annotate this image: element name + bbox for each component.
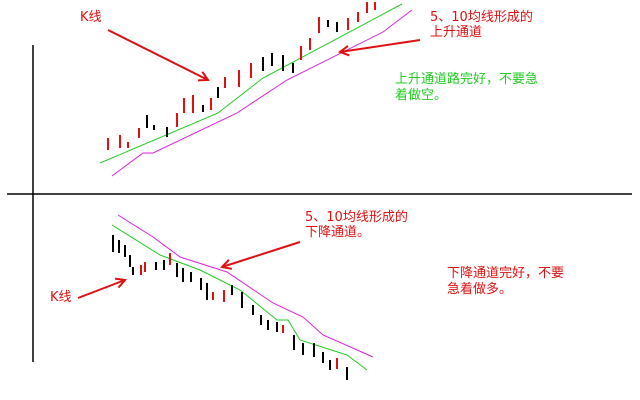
lower-k-line-arrow [77,279,126,299]
upper-k-line-label: K线 [80,10,102,25]
lower-channel-label-line2: 下降通道。 [305,225,371,240]
lower-advice-line2: 急着做多。 [447,282,513,297]
lower-advice-line1: 下降通道完好，不要 [447,266,565,281]
upper-channel-arrow-head [337,45,350,57]
lower-k-line-arrow-head [114,277,127,289]
lower-ma10-line [117,214,374,358]
upper-ma10-line [111,9,413,177]
upper-advice-line2: 着做空。 [395,88,448,103]
upper-k-line-arrow [107,29,209,81]
lower-k-line-label: K线 [50,290,72,305]
lower-channel-label-line1: 5、10均线形成的 [305,210,408,225]
upper-channel-arrow [339,39,421,53]
lower-channel-arrow-head [220,259,233,270]
upper-k-line-arrow-head [197,71,210,82]
upper-advice-line1: 上升通道路完好，不要急 [395,72,539,87]
lower-ma5-line [111,224,368,371]
upper-channel-label-line2: 上升通道 [430,25,483,40]
upper-ma5-line [99,3,403,164]
lower-channel-arrow [221,241,301,268]
upper-channel-label-line1: 5、10均线形成的 [430,10,533,25]
